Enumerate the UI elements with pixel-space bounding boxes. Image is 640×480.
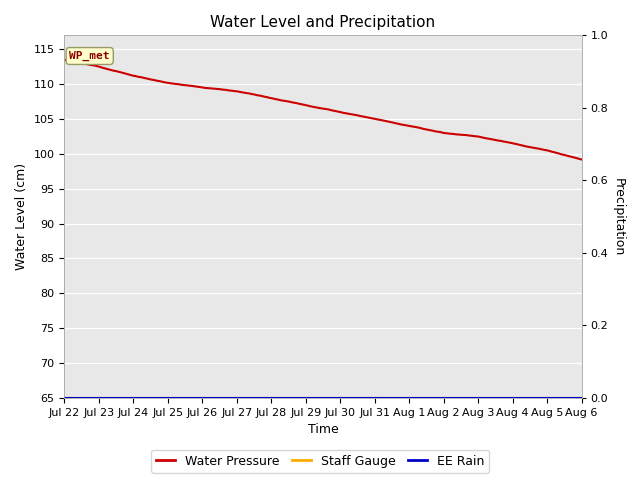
X-axis label: Time: Time <box>308 423 339 436</box>
EE Rain <box>180 395 188 401</box>
Water Pressure <box>484 136 492 142</box>
EE Rain <box>552 395 559 401</box>
Staff Gauge <box>180 395 188 401</box>
Legend: Water Pressure, Staff Gauge, EE Rain: Water Pressure, Staff Gauge, EE Rain <box>151 450 489 473</box>
Water Pressure <box>578 156 586 162</box>
Staff Gauge <box>327 395 335 401</box>
EE Rain <box>60 395 68 401</box>
EE Rain <box>160 395 168 401</box>
Title: Water Level and Precipitation: Water Level and Precipitation <box>211 15 435 30</box>
Water Pressure <box>368 116 376 121</box>
Staff Gauge <box>369 395 376 401</box>
Water Pressure <box>306 103 314 109</box>
EE Rain <box>369 395 376 401</box>
Staff Gauge <box>578 395 586 401</box>
EE Rain <box>536 395 543 401</box>
Water Pressure <box>60 57 68 62</box>
Water Pressure <box>565 153 573 159</box>
Staff Gauge <box>160 395 168 401</box>
Staff Gauge <box>552 395 559 401</box>
Y-axis label: Water Level (cm): Water Level (cm) <box>15 163 28 270</box>
Line: Water Pressure: Water Pressure <box>64 60 582 159</box>
EE Rain <box>578 395 586 401</box>
Text: WP_met: WP_met <box>70 51 110 61</box>
EE Rain <box>327 395 335 401</box>
Water Pressure <box>309 104 317 110</box>
Staff Gauge <box>536 395 543 401</box>
Staff Gauge <box>60 395 68 401</box>
Y-axis label: Precipitation: Precipitation <box>612 178 625 256</box>
Water Pressure <box>340 110 348 116</box>
